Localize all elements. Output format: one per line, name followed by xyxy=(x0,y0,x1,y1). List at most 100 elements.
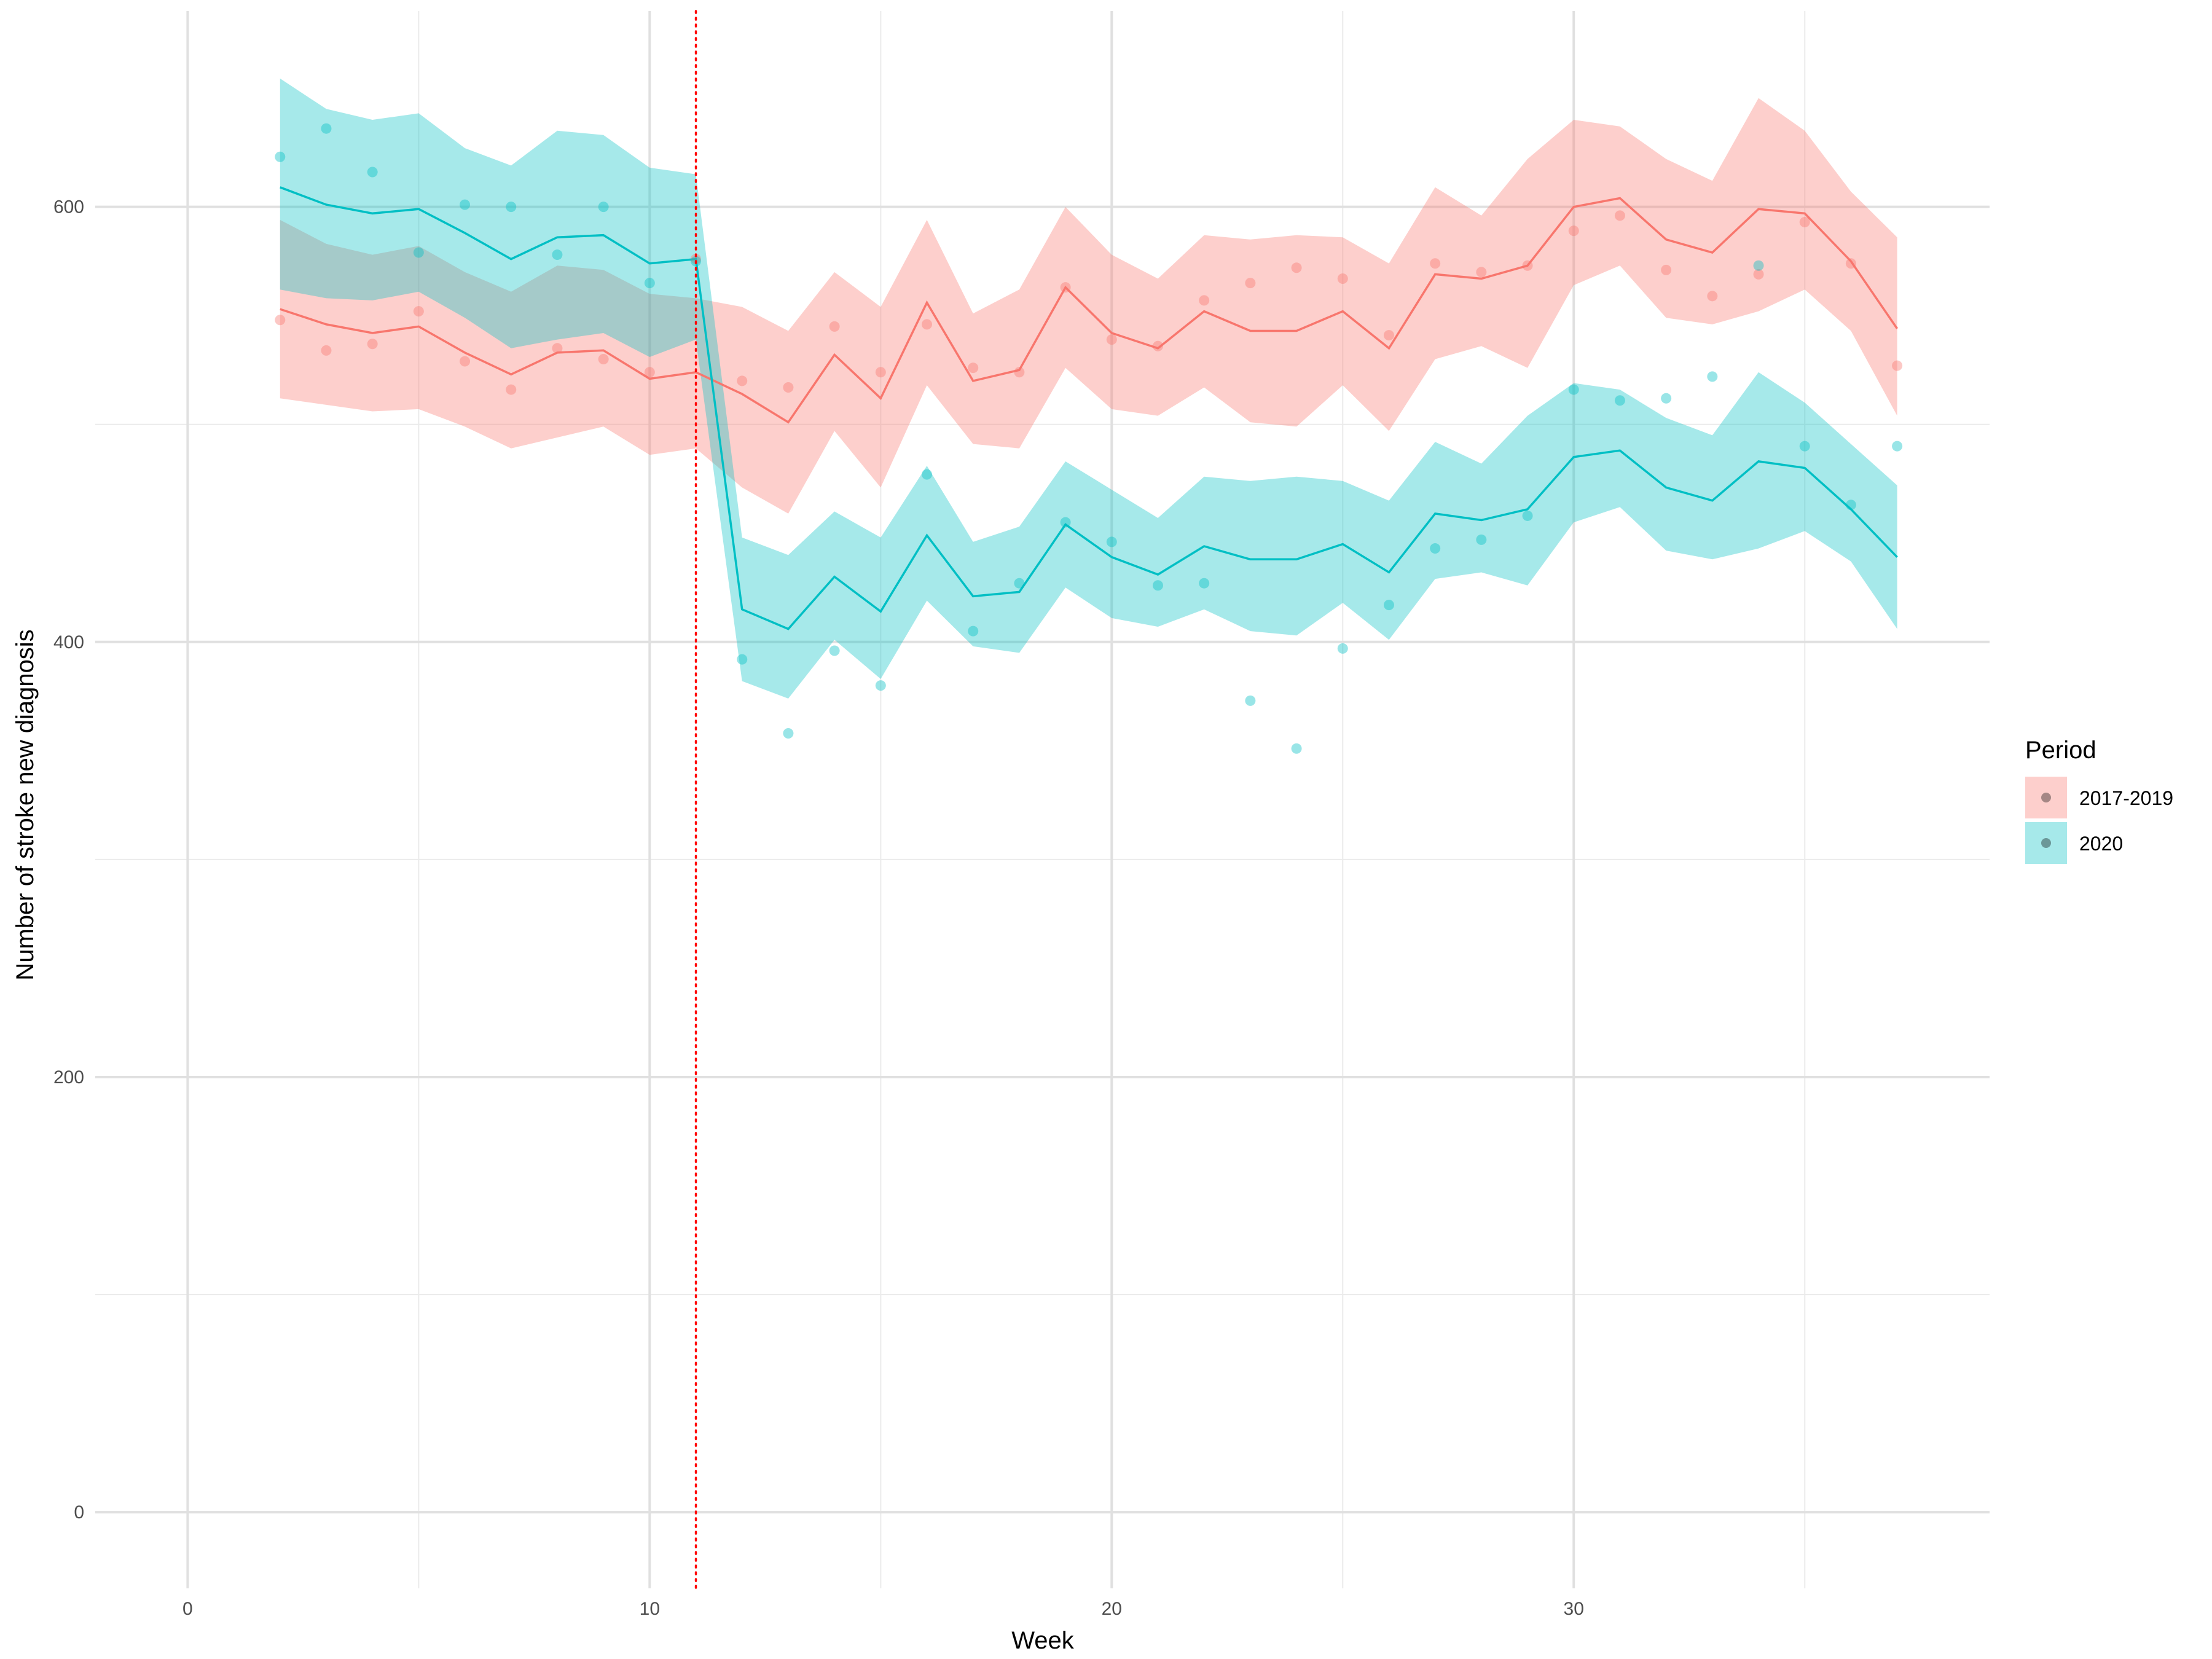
data-point-2017-2019 xyxy=(875,367,886,378)
data-point-2017-2019 xyxy=(506,384,517,395)
data-point-2020 xyxy=(1152,580,1163,591)
data-point-2020 xyxy=(1845,500,1856,511)
legend-label-2017-2019: 2017-2019 xyxy=(2079,787,2173,809)
data-point-2017-2019 xyxy=(1245,278,1256,289)
y-tick-label: 400 xyxy=(53,632,84,653)
data-point-2020 xyxy=(1199,578,1210,589)
legend: Period 2017-2019 2020 xyxy=(2025,737,2173,864)
data-point-2020 xyxy=(1614,395,1625,406)
data-point-2017-2019 xyxy=(1522,260,1533,271)
legend-point-2020 xyxy=(2041,838,2051,848)
x-axis-title: Week xyxy=(1011,1627,1075,1654)
fit-line-2020 xyxy=(280,186,1898,630)
observed-points xyxy=(275,123,1903,754)
data-point-2020 xyxy=(1106,536,1117,547)
data-point-2017-2019 xyxy=(1707,291,1718,302)
legend-key-2020 xyxy=(2025,822,2067,864)
data-point-2017-2019 xyxy=(1614,210,1625,221)
data-point-2020 xyxy=(413,247,424,258)
data-point-2020 xyxy=(275,151,286,162)
data-point-2017-2019 xyxy=(1845,258,1856,269)
data-point-2017-2019 xyxy=(968,363,979,374)
legend-point-2017-2019 xyxy=(2041,793,2051,802)
data-point-2020 xyxy=(1753,260,1764,271)
fit-line-2017-2019 xyxy=(280,197,1899,424)
data-point-2020 xyxy=(875,680,886,691)
data-point-2020 xyxy=(922,469,933,480)
data-point-2020 xyxy=(1060,517,1071,528)
data-point-2017-2019 xyxy=(1152,340,1163,351)
legend-item-2020: 2020 xyxy=(2025,822,2123,864)
x-tick-label: 10 xyxy=(640,1599,660,1619)
data-point-2020 xyxy=(644,278,655,289)
ribbon-2017-2019 xyxy=(280,98,1897,514)
data-point-2020 xyxy=(1522,510,1533,521)
data-point-2017-2019 xyxy=(1568,226,1579,237)
data-point-2020 xyxy=(1014,578,1025,589)
y-axis-title: Number of stroke new diagnosis xyxy=(12,629,39,980)
data-point-2020 xyxy=(829,645,840,656)
data-point-2020 xyxy=(1568,384,1579,395)
data-point-2017-2019 xyxy=(1476,267,1487,278)
data-point-2017-2019 xyxy=(1014,367,1025,378)
data-point-2017-2019 xyxy=(552,343,563,354)
ribbon-2020 xyxy=(280,78,1897,699)
legend-item-2017-2019: 2017-2019 xyxy=(2025,777,2173,818)
data-point-2017-2019 xyxy=(1430,258,1441,269)
data-point-2020 xyxy=(1383,600,1394,611)
data-point-2020 xyxy=(1892,441,1903,452)
data-point-2017-2019 xyxy=(737,375,748,386)
legend-title: Period xyxy=(2025,737,2096,764)
data-point-2017-2019 xyxy=(783,382,794,393)
x-tick-label: 0 xyxy=(182,1599,193,1619)
data-point-2017-2019 xyxy=(1291,262,1302,273)
data-point-2017-2019 xyxy=(691,254,702,265)
data-point-2020 xyxy=(968,626,979,637)
confidence-ribbons xyxy=(280,78,1897,699)
x-tick-label: 20 xyxy=(1102,1599,1122,1619)
data-point-2020 xyxy=(552,249,563,261)
fitted-lines xyxy=(280,186,1899,630)
data-point-2020 xyxy=(1707,371,1718,382)
data-point-2020 xyxy=(460,199,471,210)
x-tick-label: 30 xyxy=(1564,1599,1584,1619)
data-point-2017-2019 xyxy=(644,367,655,378)
data-point-2017-2019 xyxy=(1892,360,1903,371)
minor-gridlines xyxy=(95,11,1990,1588)
data-point-2017-2019 xyxy=(413,306,424,317)
x-axis-tick-labels: 0 10 20 30 xyxy=(182,1599,1584,1619)
major-gridlines xyxy=(95,11,1990,1588)
legend-key-2017-2019 xyxy=(2025,777,2067,818)
data-point-2020 xyxy=(737,654,748,665)
data-point-2017-2019 xyxy=(1337,273,1348,284)
data-point-2017-2019 xyxy=(367,339,378,350)
data-point-2017-2019 xyxy=(275,315,286,326)
data-point-2017-2019 xyxy=(1106,334,1117,345)
y-axis-tick-labels: 0 200 400 600 xyxy=(53,197,84,1523)
y-tick-label: 200 xyxy=(53,1067,84,1088)
legend-label-2020: 2020 xyxy=(2079,833,2123,855)
data-point-2020 xyxy=(1430,543,1441,554)
y-tick-label: 600 xyxy=(53,197,84,218)
data-point-2020 xyxy=(1337,643,1348,654)
data-point-2017-2019 xyxy=(460,356,471,367)
data-point-2017-2019 xyxy=(829,321,840,332)
data-point-2017-2019 xyxy=(1753,269,1764,280)
data-point-2017-2019 xyxy=(922,319,933,330)
y-tick-label: 0 xyxy=(74,1502,84,1523)
data-point-2017-2019 xyxy=(1383,330,1394,341)
data-point-2017-2019 xyxy=(598,354,609,365)
data-point-2020 xyxy=(1245,695,1256,706)
data-point-2020 xyxy=(598,202,609,213)
data-point-2020 xyxy=(367,167,378,178)
data-point-2020 xyxy=(321,123,332,134)
data-point-2017-2019 xyxy=(321,345,332,356)
data-point-2020 xyxy=(506,202,517,213)
data-point-2017-2019 xyxy=(1060,282,1071,293)
data-point-2017-2019 xyxy=(1799,216,1810,227)
data-point-2020 xyxy=(1476,534,1487,545)
data-point-2020 xyxy=(1291,743,1302,754)
data-point-2020 xyxy=(1799,441,1810,452)
data-point-2020 xyxy=(783,728,794,739)
